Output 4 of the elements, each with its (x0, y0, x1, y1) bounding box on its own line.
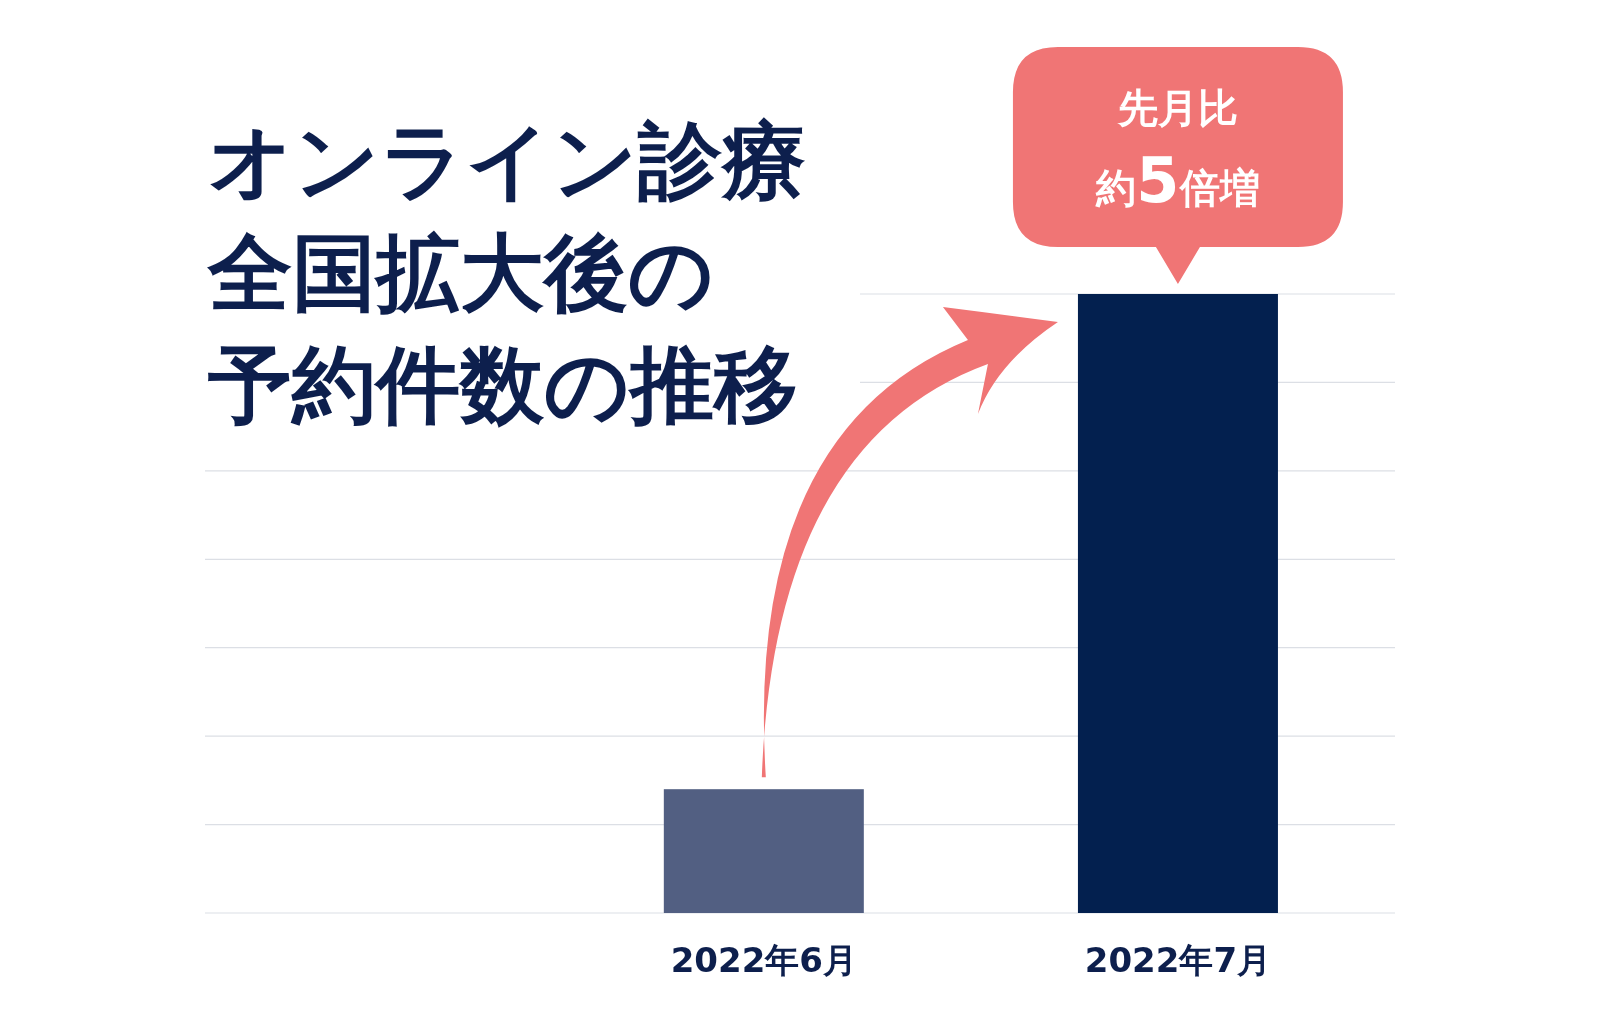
x-tick-label: 2022年7月 (1084, 940, 1272, 980)
x-tick-label: 2022年6月 (670, 940, 857, 980)
chart-title: オンライン診療全国拡大後の予約件数の推移 (206, 112, 806, 434)
annotation: 先月比約5倍増 (1095, 85, 1260, 217)
